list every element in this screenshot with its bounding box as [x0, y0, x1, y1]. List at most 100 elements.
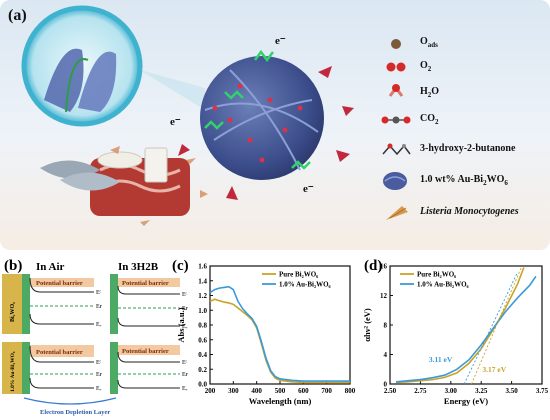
- y-tick-label: 4: [384, 351, 388, 359]
- au-bi2wo6-microsphere: [200, 56, 324, 180]
- y-tick-label: 0.2: [198, 366, 207, 374]
- energy-level-ec: Eᶜ: [182, 292, 188, 298]
- series-line-1: [209, 285, 350, 382]
- panel-a: e⁻ e⁻ e⁻ (a) Oads O2 H2O CO2 3-hydroxy-2…: [0, 0, 550, 250]
- series-line-0: [396, 267, 525, 384]
- listeria-bacteria: [178, 66, 354, 200]
- depletion-brace: [23, 397, 117, 405]
- nanosheet-shape: [78, 51, 117, 112]
- energy-level-ec: Eᶜ: [96, 360, 102, 366]
- y-tick-label: 0: [384, 381, 388, 389]
- energy-level-ev: Eᵥ: [96, 386, 102, 392]
- x-tick-label: 3.25: [475, 387, 488, 395]
- potential-barrier-label: Potential barrier: [36, 349, 83, 356]
- zoom-connector: [140, 70, 205, 110]
- y-tick-label: 0.6: [198, 336, 207, 344]
- hydroxybutanone-molecule-icon: [382, 143, 411, 156]
- adsorbed-molecules: [204, 49, 311, 170]
- potential-barrier-label: Potential barrier: [36, 280, 83, 287]
- electron-label: e⁻: [303, 183, 314, 195]
- panel-c-absorbance-chart: (c) 200 300 400 500 600 700 800 0.0 0.2 0.4 0.6 0.8…: [172, 258, 356, 406]
- tangent-line-au: [463, 271, 519, 385]
- x-tick-label: 3.75: [536, 387, 549, 395]
- x-tick-label: 500: [275, 387, 286, 395]
- legend-oads: Oads: [420, 36, 438, 49]
- y-tick-label: 1.2: [198, 292, 207, 300]
- x-tick-label: 300: [228, 387, 239, 395]
- energy-level-ef: Eғ: [96, 372, 103, 378]
- au-bi2wo6-icon: [383, 172, 407, 190]
- x-tick-label: 600: [298, 387, 309, 395]
- energy-level-ev: Eᵥ: [96, 322, 102, 328]
- band-block-bi2wo6-air: [2, 274, 22, 334]
- oxygen-adsorbed-icon: [391, 39, 401, 49]
- panel-d-tauc-chart: (d) 2.50 2.75 3.00 3.25 3.50 3.75 0 4 8 12 16 Energ…: [362, 258, 549, 406]
- energy-level-ev: Eᵥ: [182, 324, 188, 330]
- legend-o2: O2: [420, 60, 432, 73]
- water-molecule-icon: [388, 84, 404, 97]
- x-tick-label: 2.50: [384, 387, 397, 395]
- panel-label-c: (c): [172, 258, 189, 274]
- y-tick-label: 16: [380, 263, 388, 271]
- carbon-dioxide-icon: [381, 116, 411, 124]
- x-tick-label: 800: [345, 387, 356, 395]
- x-tick-label: 3.00: [445, 387, 458, 395]
- y-tick-label: 0.0: [198, 381, 207, 389]
- row-label-au-bi2wo6: 1.0% Au-Bi₂WO₆: [10, 351, 16, 392]
- x-tick-label: 2.75: [414, 387, 427, 395]
- electron-label: e⁻: [275, 35, 286, 47]
- milk-bowl: [97, 151, 143, 169]
- legend-hydroxybutanone: 3-hydroxy-2-butanone: [420, 143, 516, 154]
- x-tick-label: 700: [321, 387, 332, 395]
- legend-h2o: H2O: [420, 86, 440, 99]
- milk-glass: [144, 147, 168, 183]
- listeria-icon: [386, 206, 408, 220]
- band-block-au-bi2wo6-air: [2, 342, 22, 394]
- x-axis-label: Energy (eV): [444, 396, 488, 406]
- x-tick-label: 3.50: [505, 387, 518, 395]
- x-tick-label: 200: [205, 387, 216, 395]
- potential-barrier-label: Potential barrier: [122, 280, 169, 287]
- legend-co2: CO2: [420, 113, 439, 126]
- panel-label-a: (a): [8, 7, 27, 24]
- nanosheet-shape: [44, 48, 84, 112]
- series-line-1: [396, 275, 537, 383]
- column-label-air: In Air: [36, 261, 65, 273]
- oxygen-molecule-icon: [386, 62, 406, 72]
- legend-label: Pure Bi₂WO₆: [279, 271, 318, 279]
- panel-label-b: (b): [4, 258, 22, 274]
- legend-label: Pure Bi₂WO₆: [417, 271, 456, 279]
- series-line-0: [209, 298, 350, 384]
- electron-label: e⁻: [170, 116, 181, 128]
- energy-level-ec: Eᶜ: [182, 360, 188, 366]
- y-tick-label: 8: [384, 322, 388, 330]
- y-tick-label: 12: [380, 292, 388, 300]
- depletion-layer-label: Electron Depletion Layer: [40, 409, 110, 416]
- energy-level-ec: Eᶜ: [96, 290, 102, 296]
- y-tick-label: 0.8: [198, 322, 207, 330]
- legend-label: 1.0% Au-Bi₂WO₆: [417, 281, 469, 289]
- y-tick-label: 1.6: [198, 263, 207, 271]
- x-axis-label: Wavelength (nm): [249, 396, 312, 406]
- energy-level-ef: Eғ: [182, 306, 189, 312]
- panel-label-d: (d): [364, 258, 382, 274]
- y-axis-label: Abs (a.u.): [176, 307, 186, 342]
- oxygen-particles: [212, 83, 303, 163]
- bandgap-annotation-pure: 3.17 eV: [482, 365, 506, 374]
- x-tick-label: 400: [251, 387, 262, 395]
- energy-level-ef: Eғ: [96, 304, 103, 310]
- column-label-3h2b: In 3H2B: [118, 261, 159, 273]
- tangent-line-pure: [471, 267, 522, 385]
- potential-barrier-label: Potential barrier: [122, 348, 169, 355]
- energy-level-ev: Eᵥ: [182, 386, 188, 392]
- energy-level-ef: Eғ: [182, 372, 189, 378]
- y-tick-label: 1.4: [198, 277, 207, 285]
- legend-listeria: Listeria Monocytogenes: [420, 206, 519, 217]
- legend-au-bi2wo6: 1.0 wt% Au-Bi2WO6: [420, 174, 508, 187]
- panel-a-illustration: e⁻ e⁻ e⁻ (a): [0, 0, 550, 250]
- molecule-chain: [65, 58, 89, 113]
- y-tick-label: 0.4: [198, 351, 207, 359]
- bandgap-annotation-au: 3.11 eV: [429, 355, 453, 364]
- legend-label: 1.0% Au-Bi₂WO₆: [279, 281, 331, 289]
